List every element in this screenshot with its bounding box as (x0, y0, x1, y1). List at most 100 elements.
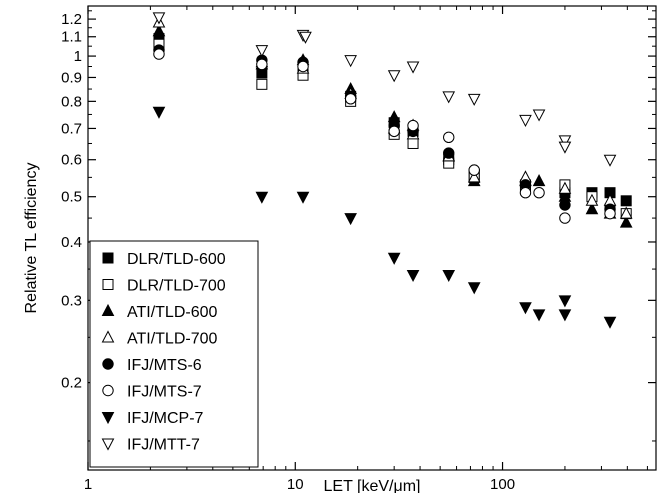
legend-box (89, 240, 259, 468)
data-point (299, 31, 312, 44)
data-point (443, 147, 455, 159)
legend-item: DLR/TLD-700 (102, 278, 226, 295)
legend-item: IFJ/MTS-6 (102, 357, 202, 374)
data-point (255, 191, 269, 204)
data-point (519, 302, 532, 315)
y-axis-title: Relative TL efficiency (23, 163, 40, 314)
legend-item: IFJ/MTS-7 (102, 384, 202, 401)
data-point (532, 109, 546, 122)
data-point (387, 70, 401, 83)
legend-item: ATI/TLD-700 (101, 330, 218, 348)
legend-label: IFJ/MTS-7 (127, 384, 202, 401)
data-point (585, 202, 599, 215)
data-point (388, 125, 400, 138)
data-point (344, 55, 357, 68)
legend-marker (102, 252, 114, 264)
data-point (558, 309, 572, 322)
data-point (152, 12, 166, 25)
legend: DLR/TLD-600 DLR/TLD-700 ATI/TLD-600 ATI/TLD… (89, 240, 259, 468)
legend-marker (101, 438, 115, 451)
data-point (532, 174, 546, 187)
data-points (152, 12, 633, 329)
legend-marker (101, 330, 115, 343)
data-point (519, 114, 532, 128)
legend-item: IFJ/MCP-7 (101, 410, 204, 427)
data-point (344, 213, 357, 226)
data-point (467, 282, 481, 295)
legend-marker (102, 358, 114, 370)
legend-marker (101, 303, 115, 316)
data-point (559, 199, 571, 211)
data-point (533, 186, 545, 199)
x-tick-label: 10 (287, 476, 304, 493)
data-point (344, 93, 357, 105)
data-point (442, 269, 456, 283)
x-axis-title: LET [keV/μm] (324, 478, 421, 493)
legend-label: DLR/TLD-700 (127, 278, 226, 295)
y-tick-label: 0.6 (61, 152, 82, 169)
y-tick-label: 1 (74, 48, 82, 65)
y-tick-label: 0.4 (61, 234, 82, 251)
data-point (256, 78, 268, 90)
data-point (468, 164, 480, 176)
data-point (152, 24, 166, 37)
data-point (297, 60, 309, 73)
data-point (387, 252, 401, 265)
legend-item: ATI/TLD-600 (101, 303, 218, 321)
series-ifj-mtt-7 (152, 12, 617, 167)
legend-label: IFJ/MTT-7 (127, 437, 200, 454)
legend-label: ATI/TLD-700 (127, 331, 218, 348)
legend-marker (102, 384, 114, 397)
series-ifj-mts-6 (153, 44, 616, 215)
data-point (585, 193, 599, 206)
legend-label: ATI/TLD-600 (127, 304, 218, 321)
series-ifj-mcp-7 (152, 106, 617, 329)
data-point (152, 106, 166, 119)
data-point (619, 215, 633, 228)
y-tick-label: 1.1 (61, 29, 82, 46)
data-point (153, 48, 165, 60)
data-point (296, 191, 310, 204)
data-point (519, 186, 532, 199)
legend-label: IFJ/MCP-7 (127, 410, 204, 427)
legend-label: IFJ/MTS-6 (127, 357, 202, 374)
data-point (407, 137, 419, 149)
legend-label: DLR/TLD-600 (127, 251, 226, 268)
data-point (603, 154, 617, 167)
legend-item: IFJ/MTT-7 (101, 437, 200, 454)
data-point (620, 195, 632, 207)
y-tick-label: 0.8 (61, 93, 82, 110)
data-point (406, 61, 420, 74)
data-point (442, 91, 456, 104)
axis-ticks: 1 10 100 0.2 0.3 0.4 0.5 0.6 0.7 0.8 0.9 1 1.11.2 (61, 6, 656, 493)
data-point (559, 212, 571, 224)
data-point (532, 309, 546, 322)
data-point (604, 207, 616, 220)
data-point (619, 206, 633, 219)
data-point (558, 295, 572, 308)
y-tick-label: 0.7 (61, 120, 82, 137)
data-point (443, 131, 455, 144)
series-ifj-mts-7 (153, 48, 616, 224)
x-tick-label: 100 (490, 476, 515, 493)
data-point (255, 45, 269, 58)
legend-item: DLR/TLD-600 (102, 251, 226, 268)
legend-marker (101, 412, 115, 425)
data-point (407, 119, 419, 132)
y-tick-label: 0.2 (61, 375, 82, 392)
data-point (558, 135, 572, 148)
y-tick-label: 0.3 (61, 292, 82, 309)
y-tick-label: 0.9 (61, 69, 82, 86)
legend-marker (102, 279, 114, 290)
y-tick-label: 1.2 (61, 11, 82, 28)
data-point (558, 141, 572, 154)
plot-area (87, 5, 657, 471)
data-point (406, 269, 420, 283)
y-tick-label: 0.5 (61, 189, 82, 206)
data-point (558, 181, 572, 194)
data-point (256, 58, 268, 71)
x-tick-label: 1 (84, 476, 92, 493)
data-point (467, 170, 481, 183)
data-point (603, 316, 617, 329)
